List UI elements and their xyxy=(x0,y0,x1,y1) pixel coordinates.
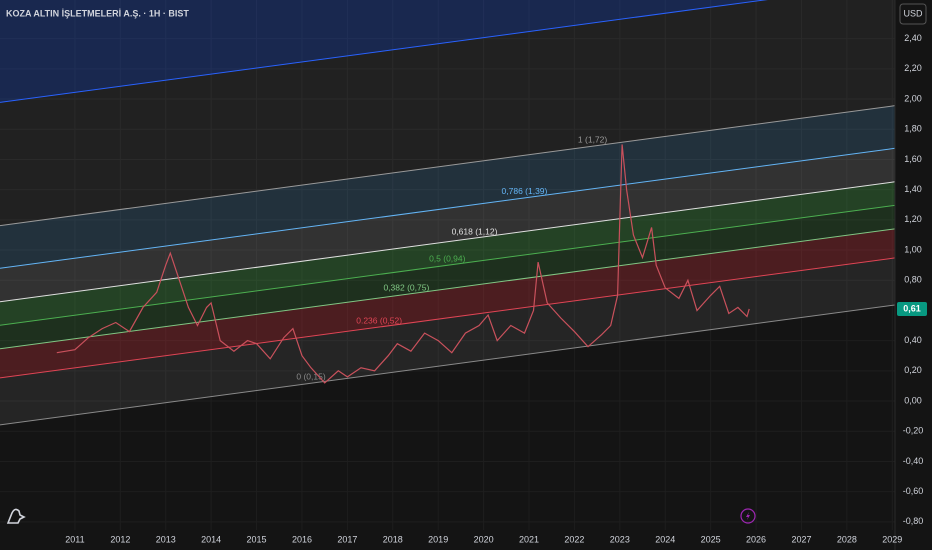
channel-level-label: 0,382 (0,75) xyxy=(383,283,429,293)
currency-button[interactable] xyxy=(899,3,927,25)
x-tick-label: 2023 xyxy=(610,534,630,544)
x-tick-label: 2027 xyxy=(791,534,811,544)
price-line xyxy=(56,144,750,384)
channel-band xyxy=(0,205,895,349)
x-tick-label: 2016 xyxy=(292,534,312,544)
channel-line xyxy=(0,181,895,303)
channel-level-label: 0,618 (1,12) xyxy=(452,226,498,236)
x-tick-label: 2022 xyxy=(564,534,584,544)
x-tick-label: 2011 xyxy=(65,534,84,544)
channel-line xyxy=(0,0,768,103)
channel-band xyxy=(0,105,895,269)
x-tick-label: 2020 xyxy=(474,534,494,544)
y-tick-label: -0,40 xyxy=(903,456,924,466)
currency-label[interactable]: USD xyxy=(903,8,923,18)
channel-level-label: 0.236 (0,52) xyxy=(356,315,402,325)
x-tick-label: 2015 xyxy=(247,534,267,544)
channel-level-label: 1 (1,72) xyxy=(578,134,607,144)
channel-level-label: 0,5 (0,94) xyxy=(429,254,466,264)
x-tick-label: 2012 xyxy=(110,534,130,544)
x-tick-label: 2024 xyxy=(655,534,675,544)
y-tick-label: 0,20 xyxy=(904,365,922,375)
x-tick-label: 2021 xyxy=(519,534,539,544)
y-tick-label: 0,40 xyxy=(904,335,922,345)
channel-line xyxy=(0,204,895,326)
x-tick-label: 2026 xyxy=(746,534,766,544)
x-tick-label: 2029 xyxy=(882,534,902,544)
y-tick-label: -0,80 xyxy=(903,516,924,526)
y-tick-label: 1,40 xyxy=(904,184,922,194)
y-tick-label: 2,40 xyxy=(904,33,922,43)
y-tick-label: 1,00 xyxy=(904,244,922,254)
channel-band xyxy=(0,148,895,302)
y-tick-label: -0,60 xyxy=(903,486,924,496)
y-tick-label: 1,80 xyxy=(904,124,922,134)
last-price-badge xyxy=(897,301,927,316)
y-tick-label: 2,00 xyxy=(904,93,922,103)
x-tick-label: 2017 xyxy=(337,534,357,544)
x-tick-label: 2018 xyxy=(383,534,403,544)
x-tick-label: 2025 xyxy=(701,534,721,544)
y-tick-label: 0,00 xyxy=(904,395,922,405)
channel-band xyxy=(0,0,895,226)
channel-line xyxy=(0,304,895,426)
channel-line xyxy=(0,257,895,379)
channel-line xyxy=(0,147,895,269)
channel-band xyxy=(0,257,895,425)
lightning-icon[interactable] xyxy=(740,508,756,524)
x-tick-label: 2028 xyxy=(837,534,857,544)
y-tick-label: 1,20 xyxy=(904,214,922,224)
channel-band xyxy=(0,181,895,326)
y-tick-label: 1,60 xyxy=(904,154,922,164)
plot-area: 0 (0,15) 0.236 (0,52) 0,382 (0,75) 0,5 (0,9… xyxy=(0,0,895,426)
channel-band xyxy=(0,228,895,378)
y-tick-label: -0,20 xyxy=(903,426,924,436)
x-tick-label: 2013 xyxy=(156,534,176,544)
x-tick-label: 2019 xyxy=(428,534,448,544)
y-tick-label: 0,80 xyxy=(904,275,922,285)
symbol-title: KOZA ALTIN İŞLETMELERİ A.Ş. · 1H · BIST xyxy=(6,8,189,18)
y-tick-label: 2,20 xyxy=(904,63,922,73)
channel-level-label: 0,786 (1,39) xyxy=(502,186,548,196)
channel-line xyxy=(0,228,895,350)
last-price-label: 0,61 xyxy=(903,303,921,313)
channel-line xyxy=(0,105,895,227)
logo xyxy=(6,508,26,524)
x-tick-label: 2014 xyxy=(201,534,221,544)
channel-level-label: 0 (0,15) xyxy=(296,371,325,381)
